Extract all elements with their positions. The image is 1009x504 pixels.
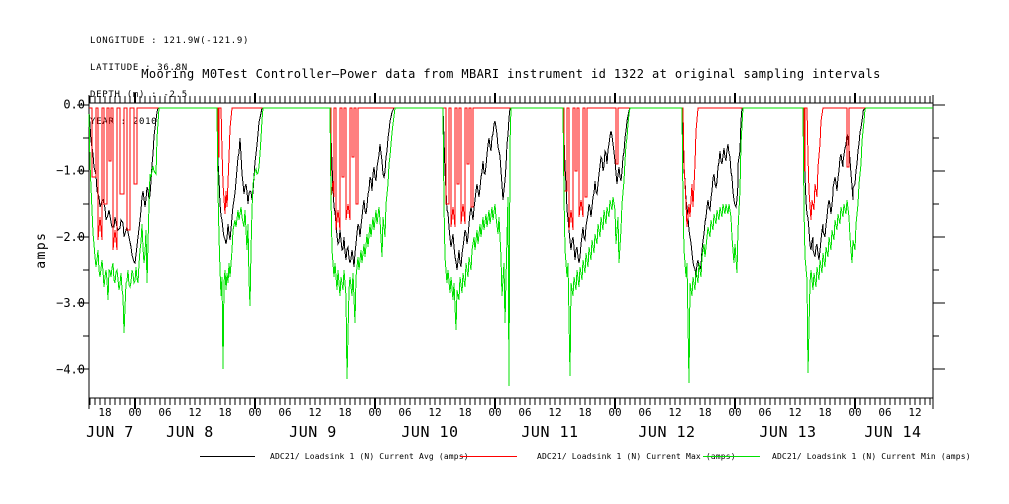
svg-text:12: 12 — [428, 406, 441, 419]
svg-text:00: 00 — [368, 406, 381, 419]
svg-text:18: 18 — [578, 406, 591, 419]
legend-label-min: ADC21/ Loadsink 1 (N) Current Min (amps) — [772, 452, 971, 461]
svg-text:JUN 13: JUN 13 — [759, 423, 816, 441]
svg-text:00: 00 — [128, 406, 141, 419]
svg-text:00: 00 — [848, 406, 861, 419]
svg-text:−2.0: −2.0 — [56, 230, 85, 244]
svg-text:18: 18 — [98, 406, 111, 419]
svg-text:JUN 8: JUN 8 — [166, 423, 214, 441]
svg-text:18: 18 — [698, 406, 711, 419]
legend-line-avg — [200, 456, 255, 457]
chart-title: Mooring M0Test Controller—Power data fro… — [141, 67, 881, 81]
svg-text:06: 06 — [878, 406, 891, 419]
svg-text:18: 18 — [338, 406, 351, 419]
svg-text:JUN 10: JUN 10 — [401, 423, 458, 441]
legend-line-min — [703, 456, 760, 457]
svg-text:00: 00 — [728, 406, 741, 419]
svg-text:06: 06 — [278, 406, 291, 419]
svg-text:00: 00 — [488, 406, 501, 419]
svg-text:06: 06 — [398, 406, 411, 419]
svg-text:−1.0: −1.0 — [56, 164, 85, 178]
svg-text:06: 06 — [638, 406, 651, 419]
svg-text:JUN 7: JUN 7 — [86, 423, 134, 441]
svg-text:12: 12 — [788, 406, 801, 419]
svg-text:06: 06 — [518, 406, 531, 419]
svg-text:18: 18 — [458, 406, 471, 419]
svg-text:06: 06 — [758, 406, 771, 419]
svg-text:−4.0: −4.0 — [56, 362, 85, 376]
svg-text:18: 18 — [218, 406, 231, 419]
svg-text:0.0: 0.0 — [63, 98, 85, 112]
svg-text:12: 12 — [548, 406, 561, 419]
svg-text:12: 12 — [668, 406, 681, 419]
svg-text:amps: amps — [34, 231, 49, 268]
legend-line-max — [460, 456, 517, 457]
meta-longitude: LONGITUDE : 121.9W(-121.9) — [90, 36, 250, 46]
svg-text:00: 00 — [608, 406, 621, 419]
svg-text:18: 18 — [818, 406, 831, 419]
meta-latitude: LATITUDE : 36.8N — [90, 63, 188, 73]
svg-text:JUN 11: JUN 11 — [521, 423, 578, 441]
svg-text:12: 12 — [188, 406, 201, 419]
svg-text:00: 00 — [248, 406, 261, 419]
legend-label-avg: ADC21/ Loadsink 1 (N) Current Avg (amps) — [270, 452, 469, 461]
svg-text:JUN 9: JUN 9 — [289, 423, 337, 441]
svg-text:12: 12 — [908, 406, 921, 419]
svg-text:JUN 14: JUN 14 — [864, 423, 921, 441]
legend-label-max: ADC21/ Loadsink 1 (N) Current Max (amps) — [537, 452, 736, 461]
svg-text:−3.0: −3.0 — [56, 296, 85, 310]
svg-text:12: 12 — [308, 406, 321, 419]
svg-text:06: 06 — [158, 406, 171, 419]
svg-text:JUN 12: JUN 12 — [638, 423, 695, 441]
